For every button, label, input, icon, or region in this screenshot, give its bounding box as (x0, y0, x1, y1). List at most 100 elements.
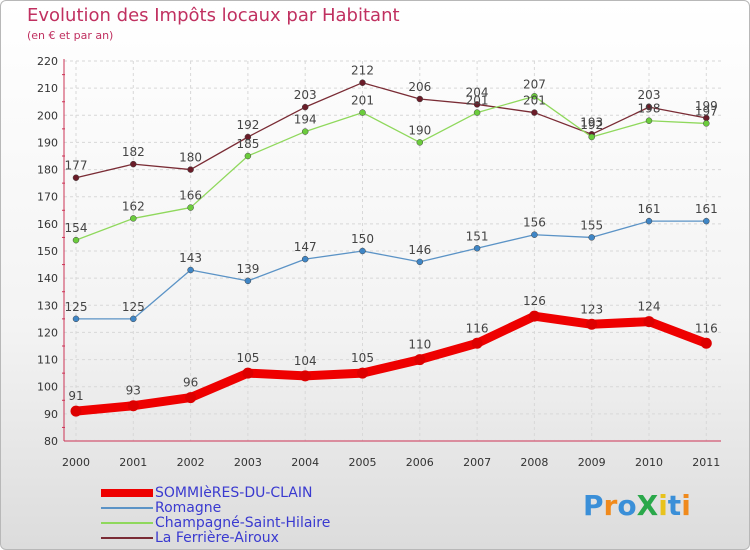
y-tick-label: 90 (44, 408, 58, 421)
data-point (127, 400, 139, 412)
data-point (244, 133, 252, 141)
data-point (588, 234, 595, 241)
data-label: 203 (294, 88, 317, 102)
data-point (414, 354, 426, 366)
x-tick-label: 2002 (177, 456, 205, 469)
data-point (187, 266, 194, 274)
y-tick-label: 130 (37, 299, 58, 312)
chart-subtitle: (en € et par an) (27, 29, 114, 42)
data-point (301, 255, 309, 263)
logo-letter: r (603, 489, 618, 522)
chart-title: Evolution des Impôts locaux par Habitant (27, 5, 400, 26)
data-point (645, 117, 653, 124)
data-label: 161 (638, 202, 661, 216)
data-label: 197 (695, 104, 718, 118)
data-point (130, 315, 137, 323)
data-point (130, 160, 137, 168)
data-label: 125 (65, 300, 88, 314)
legend-label: SOMMIèRES-DU-CLAIN (155, 485, 313, 501)
series-line (75, 220, 707, 320)
data-label: 193 (580, 115, 603, 129)
data-label: 166 (179, 189, 202, 203)
y-axis: 80 90 100 110 120 130 140 150 160 170 180 190 200 210… (37, 55, 65, 448)
legend-item-la-ferriere: La Ferrière-Airoux (101, 531, 401, 546)
x-tick-label: 2004 (291, 456, 319, 469)
data-point (531, 231, 538, 238)
data-label: 192 (236, 118, 259, 132)
y-tick-label: 80 (44, 435, 58, 448)
legend-swatch (101, 507, 153, 509)
data-label: 125 (122, 300, 145, 314)
data-label: 177 (65, 159, 88, 173)
data-labels: 91 93 96 105 104 105 110 116 126 123 124 116 125 125 1… (65, 64, 718, 403)
data-point (359, 79, 366, 86)
data-point (473, 101, 481, 108)
data-point (72, 315, 80, 323)
data-label: 139 (236, 262, 259, 276)
data-point (299, 370, 311, 382)
data-point (187, 204, 194, 211)
grid (63, 59, 721, 442)
series-line (71, 311, 711, 416)
data-label: 147 (294, 240, 317, 254)
data-label: 150 (351, 232, 374, 246)
logo-letter: P (583, 489, 604, 522)
data-label: 194 (294, 113, 317, 127)
y-tick-label: 220 (37, 55, 58, 68)
proxiti-logo: ProXiti (583, 489, 691, 522)
data-point (70, 405, 82, 417)
data-point (359, 109, 366, 116)
logo-letter: t (667, 489, 682, 522)
data-point (703, 217, 710, 225)
data-label: 190 (408, 123, 431, 137)
series-line (75, 95, 707, 241)
data-point (643, 316, 655, 328)
data-label: 180 (179, 151, 202, 165)
x-tick-label: 2006 (406, 456, 434, 469)
data-label: 105 (351, 351, 374, 365)
y-tick-label: 210 (37, 82, 58, 95)
data-point (473, 245, 481, 252)
data-point (645, 217, 653, 225)
data-point (531, 93, 538, 100)
y-tick-label: 140 (37, 272, 58, 285)
x-tick-label: 2009 (578, 456, 606, 469)
data-label: 146 (408, 243, 431, 257)
data-point (471, 337, 483, 349)
data-label: 201 (466, 94, 489, 108)
data-point (416, 258, 424, 266)
y-tick-label: 160 (37, 218, 58, 231)
y-tick-label: 120 (37, 326, 58, 339)
series-line (75, 82, 707, 179)
legend-swatch (101, 489, 153, 497)
legend-item-champagne: Champagné-Saint-Hilaire (101, 516, 401, 531)
data-label: 93 (126, 384, 141, 398)
data-label: 154 (65, 221, 88, 235)
data-point (130, 215, 137, 222)
data-point (72, 174, 80, 181)
legend-label: Champagné-Saint-Hilaire (155, 515, 331, 531)
data-label: 126 (523, 294, 546, 308)
data-point (244, 152, 252, 160)
data-label: 161 (695, 202, 718, 216)
data-point (416, 139, 424, 146)
data-label: 116 (695, 321, 718, 335)
data-label: 212 (351, 64, 374, 78)
data-label: 206 (408, 80, 431, 94)
x-tick-label: 2001 (119, 456, 147, 469)
legend-label: La Ferrière-Airoux (155, 530, 279, 546)
data-label: 96 (183, 376, 198, 390)
data-label: 198 (638, 102, 661, 116)
data-point (72, 236, 80, 244)
data-point (473, 109, 481, 116)
y-tick-label: 170 (37, 191, 58, 204)
x-axis: 2000 2001 2002 2003 2004 2005 2006 2007 2008 2009… (62, 456, 720, 469)
x-tick-label: 2007 (463, 456, 491, 469)
data-point (242, 367, 254, 379)
data-label: 182 (122, 145, 145, 159)
data-label: 143 (179, 251, 202, 265)
data-label: 116 (466, 321, 489, 335)
y-tick-label: 110 (37, 354, 58, 367)
x-tick-label: 2003 (234, 456, 262, 469)
